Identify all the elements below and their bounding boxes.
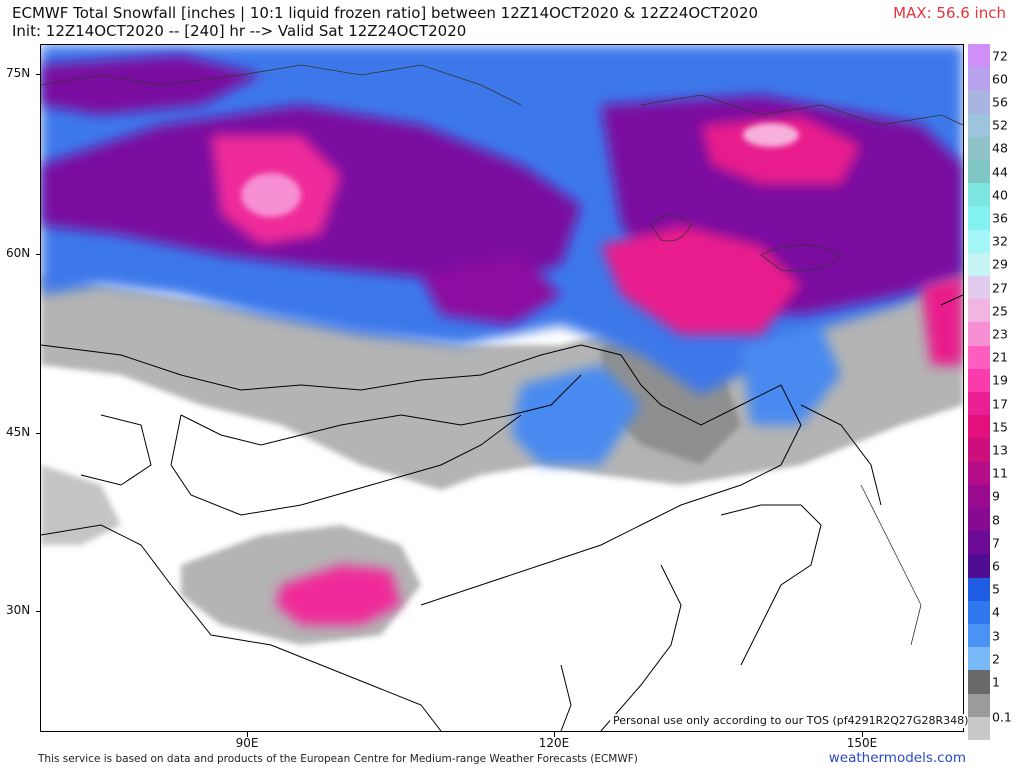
country-borders [41,294,963,731]
map-title: ECMWF Total Snowfall [inches | 10:1 liqu… [12,4,759,22]
legend-swatch [968,345,990,370]
lat-tick [36,611,41,612]
legend-swatch [968,299,990,323]
legend-label: 21 [992,349,1008,365]
legend-label: 9 [992,488,1000,504]
legend-label: 72 [992,48,1008,64]
lat-label-60n: 60N [6,246,31,260]
lon-tick [862,732,863,737]
legend-label: 36 [992,210,1008,226]
legend-label: 29 [992,256,1008,272]
legend-label: 2 [992,651,1000,667]
legend-label: 0.1 [992,709,1012,725]
legend-label: 56 [992,94,1008,110]
legend-swatch [968,600,990,625]
lat-label-30n: 30N [6,603,31,617]
lon-label-120e: 120E [538,736,570,750]
legend-label: 3 [992,628,1000,644]
lat-label-45n: 45N [6,425,31,439]
legend-swatch [968,392,990,416]
tos-disclaimer: Personal use only according to our TOS (… [610,714,972,728]
legend-swatch [968,90,990,115]
legend-swatch [968,554,990,579]
lat-label-75n: 75N [6,66,31,80]
lon-label-90e: 90E [235,736,259,750]
very-heavy-snow-pink-region [211,115,963,625]
legend-label: 23 [992,326,1008,342]
legend-label: 32 [992,233,1008,249]
legend-label: 17 [992,396,1008,412]
legend-swatch [968,438,990,463]
color-legend [968,44,990,741]
legend-swatch [968,67,990,91]
legend-swatch [968,229,990,254]
legend-label: 40 [992,187,1008,203]
legend-swatch [968,113,990,138]
lat-tick [36,254,41,255]
legend-swatch [968,136,990,161]
legend-swatch [968,647,990,671]
max-snowfall-label: MAX: 56.6 inch [893,4,1006,22]
legend-swatch [968,484,990,509]
legend-label: 52 [992,117,1008,133]
lon-tick [247,732,248,737]
legend-label: 19 [992,372,1008,388]
legend-swatch [968,183,990,207]
legend-swatch [968,461,990,486]
legend-label: 5 [992,581,1000,597]
legend-label: 8 [992,512,1000,528]
map-subtitle: Init: 12Z14OCT2020 -- [240] hr --> Valid… [12,22,467,40]
legend-label: 27 [992,280,1008,296]
coastlines [41,64,963,646]
site-link[interactable]: weathermodels.com [828,750,966,766]
legend-swatch [968,531,990,555]
legend-swatch [968,322,990,347]
legend-swatch [968,415,990,439]
lat-tick [36,74,41,75]
lon-label-150e: 150E [846,736,878,750]
lat-tick [36,433,41,434]
legend-label: 11 [992,465,1008,481]
legend-label: 6 [992,558,1000,574]
snow-maximum-spot [241,123,799,217]
map-canvas [41,45,963,731]
ecmwf-attribution: This service is based on data and produc… [38,753,638,765]
legend-label: 1 [992,674,1000,690]
legend-label: 4 [992,604,1000,620]
legend-label: 60 [992,71,1008,87]
legend-swatch [968,368,990,393]
legend-swatch [968,160,990,184]
lon-tick [554,732,555,737]
legend-swatch [968,508,990,532]
legend-label: 48 [992,140,1008,156]
legend-swatch [968,577,990,602]
legend-swatch [968,206,990,231]
legend-label: 44 [992,164,1008,180]
legend-swatch [968,716,990,741]
snowfall-map [40,44,964,732]
legend-swatch [968,693,990,718]
legend-label: 13 [992,442,1008,458]
legend-swatch [968,44,990,68]
legend-swatch [968,624,990,648]
legend-label: 25 [992,303,1008,319]
legend-swatch [968,276,990,300]
legend-label: 15 [992,419,1008,435]
legend-label: 7 [992,535,1000,551]
legend-swatch [968,252,990,277]
legend-swatch [968,670,990,695]
